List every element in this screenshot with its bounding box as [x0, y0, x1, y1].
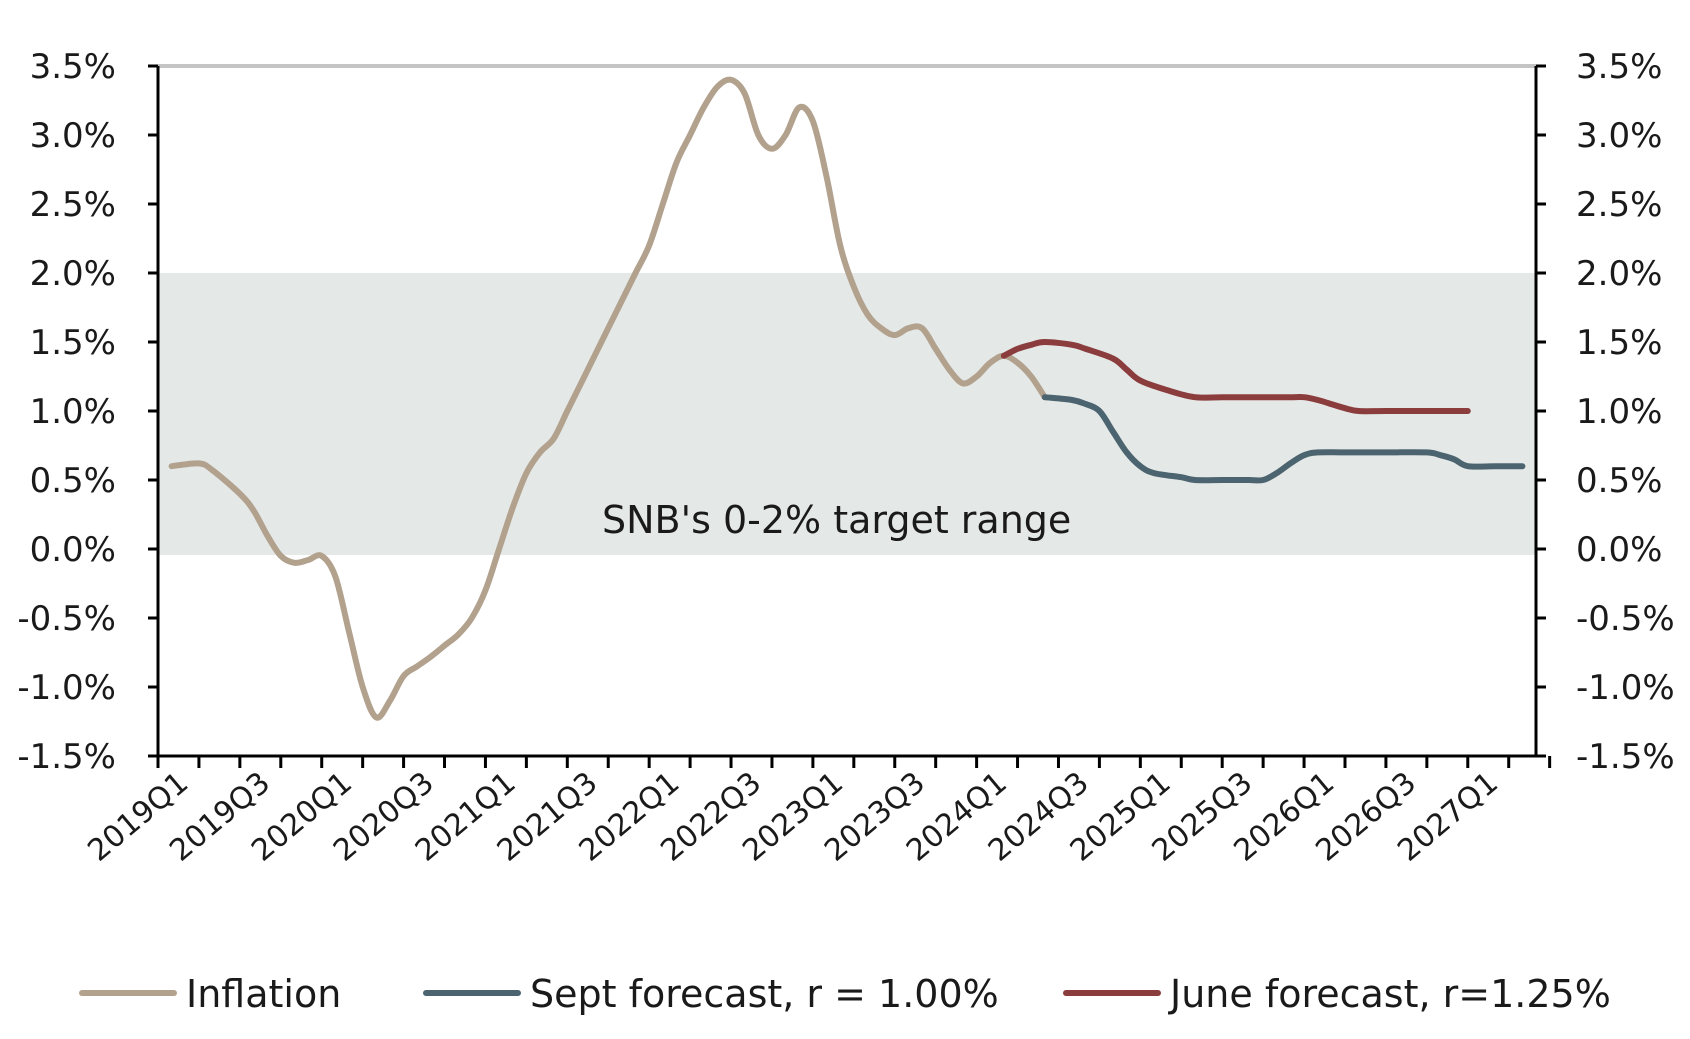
inflation-line: [168, 76, 1048, 721]
y-tick-label-right: 3.5%: [1576, 47, 1662, 87]
y-tick-label-left: 0.5%: [30, 461, 116, 501]
series-layer: [168, 76, 1526, 721]
x-tick-labels: 2019Q12019Q32020Q12020Q32021Q12021Q32022…: [81, 765, 1504, 868]
y-tick-label-right: 1.5%: [1576, 323, 1662, 363]
y-tick-label-left: 2.0%: [30, 254, 116, 294]
right-y-tick-labels: 3.5% 3.0% 2.5% 2.0% 1.5% 1.0% 0.5% 0.0% -0.5% -1.…: [1536, 47, 1675, 777]
y-tick-label-left: 0.0%: [30, 530, 116, 570]
y-tick-label-right: 2.5%: [1576, 185, 1662, 225]
y-tick-label-left: 2.5%: [30, 185, 116, 225]
y-tick-label-right: 2.0%: [1576, 254, 1662, 294]
y-tick-label-left: -0.5%: [17, 599, 116, 639]
y-tick-label-left: -1.5%: [17, 737, 116, 777]
sept-forecast-line: [1041, 394, 1526, 484]
y-tick-label-left: -1.0%: [17, 668, 116, 708]
y-tick-label-right: -1.0%: [1576, 668, 1675, 708]
y-tick-label-left: 1.5%: [30, 323, 116, 363]
legend: Inflation Sept forecast, r = 1.00% June fo…: [79, 972, 1611, 1016]
target-range-label: SNB's 0-2% target range: [602, 498, 1071, 542]
legend-label-sept-forecast: Sept forecast, r = 1.00%: [530, 972, 999, 1016]
x-axis-ticks: [156, 756, 1552, 768]
y-tick-label-right: 3.0%: [1576, 116, 1662, 156]
legend-label-inflation: Inflation: [186, 972, 341, 1016]
left-y-tick-labels: 3.5% 3.0% 2.5% 2.0% 1.5% 1.0% 0.5% 0.0% -0.5% -1.…: [17, 47, 158, 777]
y-tick-label-right: 0.0%: [1576, 530, 1662, 570]
target-range-band: [158, 273, 1536, 555]
legend-label-june-forecast: June forecast, r=1.25%: [1168, 972, 1611, 1016]
june-forecast-line: [1000, 339, 1471, 415]
y-tick-label-left: 3.5%: [30, 47, 116, 87]
y-tick-label-right: -0.5%: [1576, 599, 1675, 639]
y-tick-label-left: 3.0%: [30, 116, 116, 156]
y-tick-label-right: 0.5%: [1576, 461, 1662, 501]
y-tick-label-left: 1.0%: [30, 392, 116, 432]
y-tick-label-right: 1.0%: [1576, 392, 1662, 432]
y-tick-label-right: -1.5%: [1576, 737, 1675, 777]
